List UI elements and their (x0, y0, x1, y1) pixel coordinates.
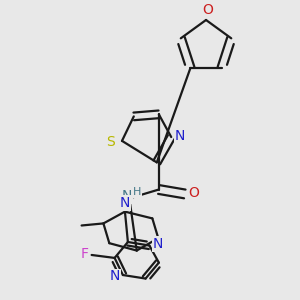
Text: H: H (133, 187, 141, 197)
Text: F: F (80, 248, 88, 261)
Text: N: N (175, 129, 185, 142)
Text: S: S (106, 135, 115, 149)
Text: N: N (110, 269, 120, 284)
Text: O: O (188, 186, 199, 200)
Text: N: N (152, 237, 163, 251)
Text: N: N (120, 196, 130, 210)
Text: O: O (202, 3, 213, 17)
Text: N: N (121, 189, 132, 203)
